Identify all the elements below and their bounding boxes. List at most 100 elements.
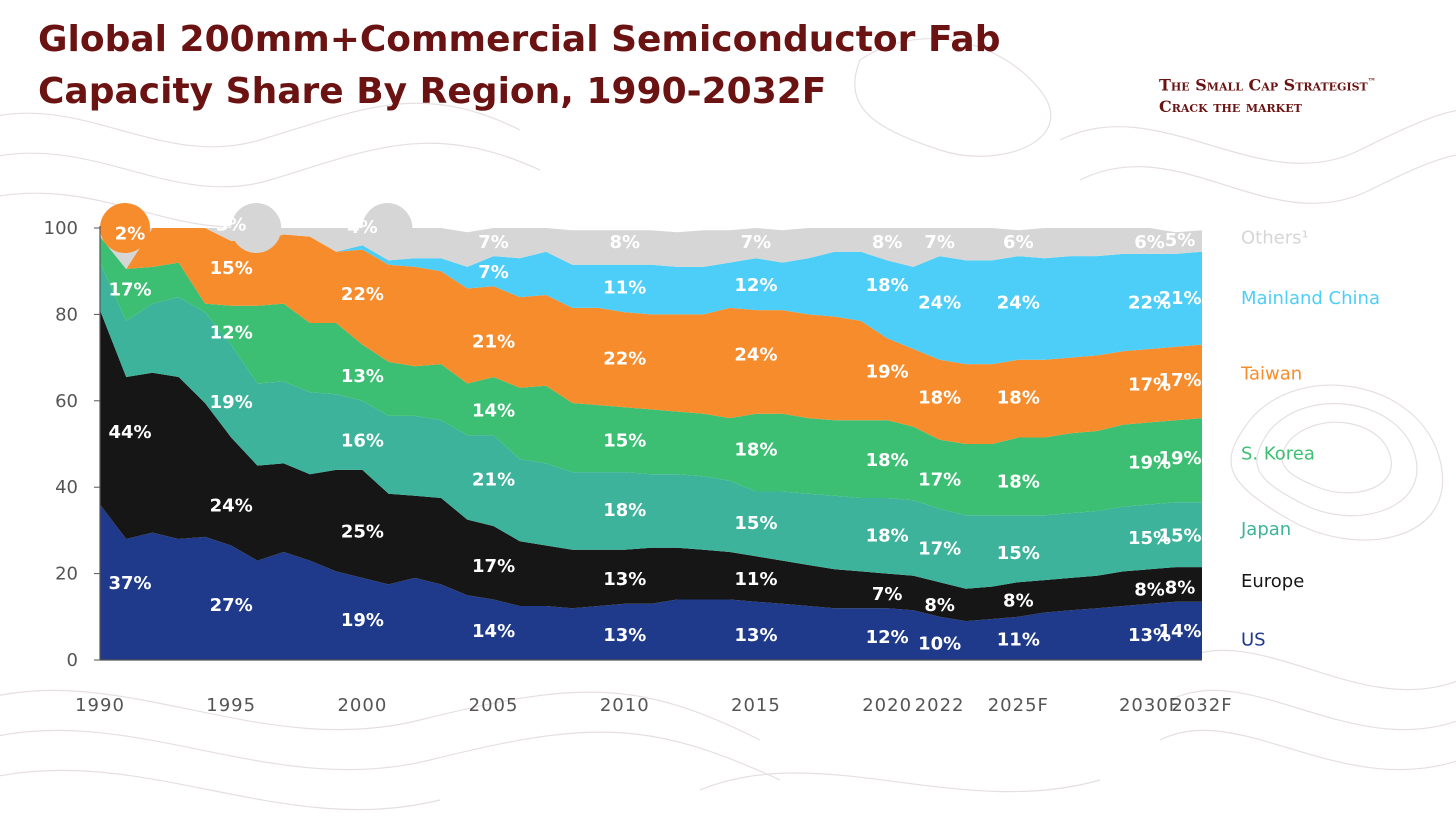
data-label-mainland-china: 11% [603, 277, 646, 298]
callout-bubbles [100, 203, 413, 253]
legend: Others¹ Mainland China Taiwan S. Korea Japan… [1240, 228, 1380, 651]
data-label-europe: 24% [210, 495, 253, 516]
data-label-us: 37% [108, 573, 151, 594]
data-label-us: 13% [603, 625, 646, 646]
title-line-2: Capacity Share By Region, 1990-2032F [38, 71, 827, 112]
x-tick-label: 2022 [915, 695, 965, 716]
axes: 0 20 40 60 80 100 1990 1995 2000 2005 2010 2015 2020… [44, 218, 1232, 716]
data-label-taiwan: 19% [866, 362, 909, 383]
callout-bubble-1990 [100, 203, 150, 253]
data-label-s-korea: 17% [918, 470, 961, 491]
data-label-europe: 8% [1003, 591, 1034, 612]
data-label-mainland-china: 12% [734, 275, 777, 296]
data-label-europe: 8% [924, 595, 955, 616]
data-label-taiwan: 2% [115, 223, 146, 244]
data-label-japan: 15% [1128, 528, 1171, 549]
data-label-others: 3% [216, 215, 247, 236]
data-label-others: 7% [924, 232, 955, 253]
data-label-others: 5% [1165, 230, 1196, 251]
data-label-japan: 17% [918, 539, 961, 560]
data-label-s-korea: 18% [997, 472, 1040, 493]
x-tick-label: 2015 [731, 695, 781, 716]
data-label-japan: 18% [603, 500, 646, 521]
brand-tagline: Crack the market [1159, 97, 1302, 117]
data-label-s-korea: 17% [108, 279, 151, 300]
data-label-us: 10% [918, 634, 961, 655]
data-label-us: 27% [210, 595, 253, 616]
data-label-others: 8% [872, 232, 903, 253]
data-label-europe: 8% [1134, 580, 1165, 601]
data-label-europe: 44% [108, 422, 151, 443]
data-label-europe: 7% [872, 584, 903, 605]
data-label-mainland-china: 24% [918, 292, 961, 313]
legend-label-us: US [1241, 629, 1266, 650]
y-tick-label: 20 [55, 564, 78, 585]
area-series-group [100, 228, 1202, 660]
brand-logo: The Small Cap Strategist™ Crack the mark… [1159, 70, 1376, 118]
data-label-s-korea: 19% [1128, 452, 1171, 473]
data-label-japan: 21% [472, 470, 515, 491]
area-s-korea [100, 236, 1202, 516]
data-label-us: 12% [866, 627, 909, 648]
data-label-taiwan: 17% [1128, 375, 1171, 396]
data-label-us: 13% [1128, 625, 1171, 646]
y-tick-label: 0 [67, 650, 78, 671]
data-label-europe: 17% [472, 556, 515, 577]
data-label-s-korea: 13% [341, 366, 384, 387]
data-label-us: 19% [341, 610, 384, 631]
legend-label-mainland-china: Mainland China [1241, 288, 1380, 309]
data-label-others: 7% [478, 232, 509, 253]
title-line-1: Global 200mm+Commercial Semiconductor Fa… [38, 19, 1001, 60]
data-label-s-korea: 15% [603, 431, 646, 452]
data-label-s-korea: 12% [210, 323, 253, 344]
data-label-us: 13% [734, 625, 777, 646]
data-label-europe: 13% [603, 569, 646, 590]
data-label-mainland-china: 22% [1128, 292, 1171, 313]
data-label-japan: 15% [997, 543, 1040, 564]
x-tick-label: 1995 [206, 695, 256, 716]
data-label-s-korea: 18% [866, 450, 909, 471]
data-label-japan: 16% [341, 431, 384, 452]
data-label-taiwan: 22% [603, 349, 646, 370]
data-label-us: 14% [472, 621, 515, 642]
data-label-others: 6% [1003, 232, 1034, 253]
x-tick-label: 2000 [337, 695, 387, 716]
chart-title: Global 200mm+Commercial Semiconductor Fa… [38, 14, 1001, 118]
data-label-taiwan: 21% [472, 331, 515, 352]
data-label-taiwan: 24% [734, 344, 777, 365]
data-label-s-korea: 18% [734, 439, 777, 460]
callout-bubble-1995 [231, 203, 282, 253]
data-label-taiwan: 15% [210, 258, 253, 279]
data-label-taiwan: 22% [341, 284, 384, 305]
stacked-area-chart: 0 20 40 60 80 100 1990 1995 2000 2005 2010 2015 2020… [44, 203, 1380, 716]
data-label-s-korea: 14% [472, 400, 515, 421]
data-label-europe: 11% [734, 569, 777, 590]
data-label-japan: 19% [210, 392, 253, 413]
data-label-s-korea: 19% [1158, 448, 1201, 469]
area-europe [100, 310, 1202, 622]
data-label-japan: 15% [1158, 526, 1201, 547]
data-label-japan: 18% [866, 526, 909, 547]
legend-label-japan: Japan [1240, 519, 1291, 540]
trademark-mark: ™ [1367, 76, 1376, 86]
y-tick-label: 80 [55, 304, 78, 325]
x-tick-label: 2010 [600, 695, 650, 716]
data-label-taiwan: 18% [997, 387, 1040, 408]
area-taiwan [100, 228, 1202, 444]
legend-label-europe: Europe [1241, 571, 1304, 592]
data-label-mainland-china: 18% [866, 275, 909, 296]
y-tick-label: 100 [44, 218, 78, 239]
x-tick-label: 2020 [862, 695, 912, 716]
data-label-europe: 25% [341, 521, 384, 542]
data-label-us: 11% [997, 629, 1040, 650]
legend-label-others: Others¹ [1241, 228, 1309, 249]
data-labels: 37%27%19%14% 13% 13% 12% 10% 11% 13%14%44%24%2… [108, 215, 1201, 655]
area-mainland-china [100, 228, 1202, 365]
legend-label-s-korea: S. Korea [1241, 444, 1315, 465]
data-label-japan: 15% [734, 513, 777, 534]
y-tick-label: 40 [55, 477, 78, 498]
data-label-others: 4% [347, 217, 378, 238]
data-label-us: 14% [1158, 621, 1201, 642]
data-label-taiwan: 17% [1158, 370, 1201, 391]
